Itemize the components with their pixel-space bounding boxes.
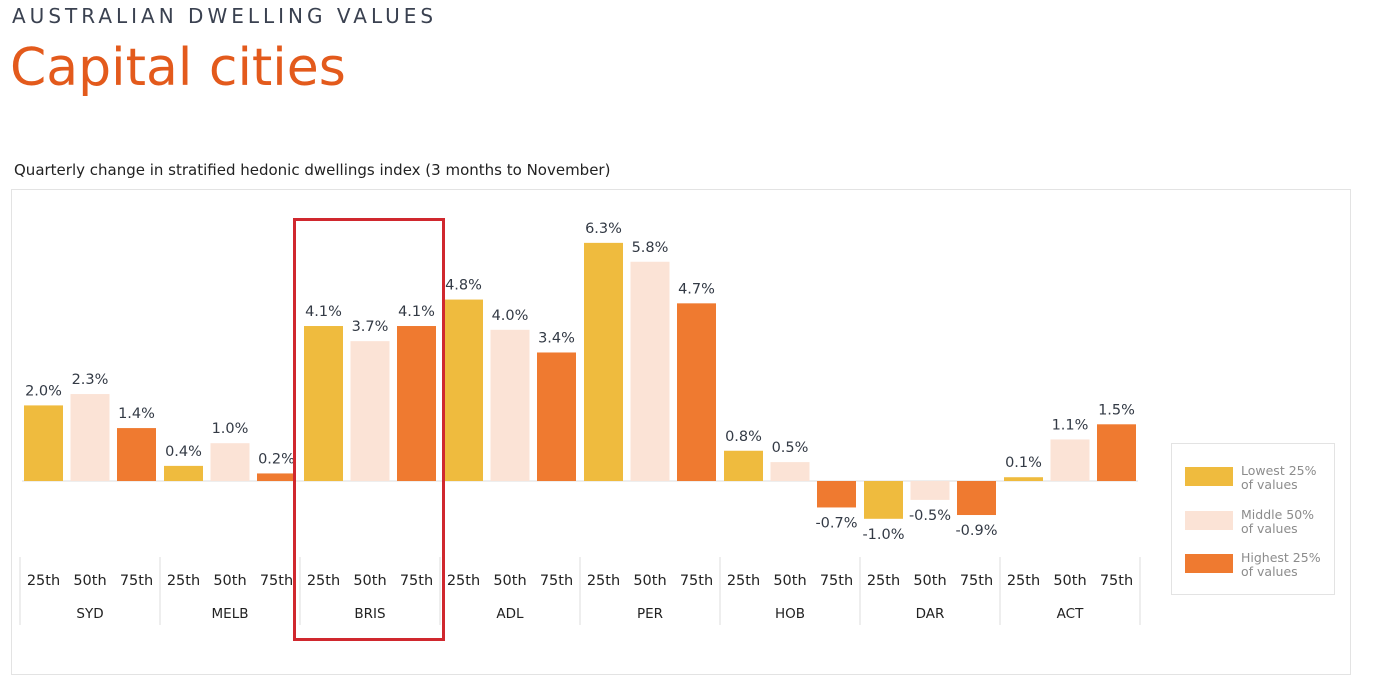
tick-label-per-50th: 50th [633,573,666,589]
data-label-melb-75th: 0.2% [258,451,295,467]
group-label-adl: ADL [496,606,524,622]
legend-label-lowest: Lowest 25% of values [1241,463,1317,492]
data-label-per-75th: 4.7% [678,281,715,297]
tick-label-dar-50th: 50th [913,573,946,589]
tick-label-hob-25th: 25th [727,573,760,589]
data-label-adl-50th: 4.0% [492,308,529,324]
bar-hob-25th [724,450,763,481]
bar-melb-25th [164,465,203,481]
tick-label-act-75th: 75th [1100,573,1133,589]
bar-dar-50th [910,481,950,500]
bar-per-50th [630,261,670,481]
bar-bris-25th [304,326,343,481]
data-label-act-50th: 1.1% [1052,417,1089,433]
bar-per-25th [584,242,623,481]
legend-label-middle: Middle 50% of values [1241,507,1315,536]
group-label-hob: HOB [775,606,805,622]
tick-label-adl-50th: 50th [493,573,526,589]
bar-melb-75th [257,473,296,481]
tick-label-per-25th: 25th [587,573,620,589]
data-label-syd-75th: 1.4% [118,406,155,422]
tick-label-adl-75th: 75th [540,573,573,589]
tick-label-per-75th: 75th [680,573,713,589]
bar-act-75th [1097,424,1136,481]
data-label-hob-25th: 0.8% [725,429,762,445]
data-label-dar-50th: -0.5% [909,508,951,524]
data-label-syd-25th: 2.0% [25,383,62,399]
bar-bris-75th [397,326,436,481]
data-label-adl-75th: 3.4% [538,330,575,346]
bar-bris-50th [350,341,390,481]
tick-label-dar-25th: 25th [867,573,900,589]
legend-swatch-middle [1185,511,1233,530]
bar-dar-25th [864,481,903,519]
tick-label-bris-25th: 25th [307,573,340,589]
legend-swatch-lowest [1185,467,1233,486]
bar-adl-75th [537,352,576,481]
tick-label-adl-25th: 25th [447,573,480,589]
data-label-syd-50th: 2.3% [72,372,109,388]
bar-dar-75th [957,481,996,516]
bar-syd-25th [24,405,63,481]
data-label-act-25th: 0.1% [1005,455,1042,471]
bar-hob-75th [817,481,856,508]
data-label-melb-25th: 0.4% [165,444,202,460]
bar-act-25th [1004,477,1043,481]
tick-label-hob-75th: 75th [820,573,853,589]
tick-label-syd-50th: 50th [73,573,106,589]
data-label-per-50th: 5.8% [632,240,669,256]
chart-title: Quarterly change in stratified hedonic d… [14,161,611,179]
chart-legend: Lowest 25% of values Middle 50% of values … [1171,443,1335,595]
tick-label-syd-25th: 25th [27,573,60,589]
tick-label-bris-75th: 75th [400,573,433,589]
tick-label-dar-75th: 75th [960,573,993,589]
group-label-syd: SYD [76,606,103,622]
tick-label-bris-50th: 50th [353,573,386,589]
legend-swatch-highest [1185,554,1233,573]
chart-panel [11,189,1351,675]
group-label-per: PER [637,606,663,622]
bar-syd-75th [117,428,156,481]
tick-label-melb-25th: 25th [167,573,200,589]
group-label-dar: DAR [916,606,945,622]
tick-label-hob-50th: 50th [773,573,806,589]
data-label-adl-25th: 4.8% [445,278,482,294]
group-label-bris: BRIS [354,606,385,622]
data-label-dar-75th: -0.9% [955,523,997,539]
data-label-per-25th: 6.3% [585,221,622,237]
bar-per-75th [677,303,716,481]
tick-label-melb-75th: 75th [260,573,293,589]
data-label-hob-75th: -0.7% [815,515,857,531]
page-eyebrow: AUSTRALIAN DWELLING VALUES [12,4,438,28]
data-label-melb-50th: 1.0% [212,421,249,437]
tick-label-syd-75th: 75th [120,573,153,589]
bar-syd-50th [70,394,110,481]
tick-label-act-50th: 50th [1053,573,1086,589]
tick-label-melb-50th: 50th [213,573,246,589]
bar-adl-50th [490,329,530,481]
legend-label-highest: Highest 25% of values [1241,550,1321,579]
bar-act-50th [1050,439,1090,481]
bar-melb-50th [210,443,250,481]
bar-adl-25th [444,299,483,481]
data-label-dar-25th: -1.0% [862,527,904,543]
group-label-act: ACT [1057,606,1084,622]
tick-label-act-25th: 25th [1007,573,1040,589]
highlight-box-bris [293,218,445,641]
data-label-bris-75th: 4.1% [398,304,435,320]
page-title: Capital cities [10,38,346,98]
data-label-act-75th: 1.5% [1098,402,1135,418]
bar-hob-50th [770,462,810,481]
group-label-melb: MELB [212,606,249,622]
data-label-hob-50th: 0.5% [772,440,809,456]
data-label-bris-50th: 3.7% [352,319,389,335]
data-label-bris-25th: 4.1% [305,304,342,320]
